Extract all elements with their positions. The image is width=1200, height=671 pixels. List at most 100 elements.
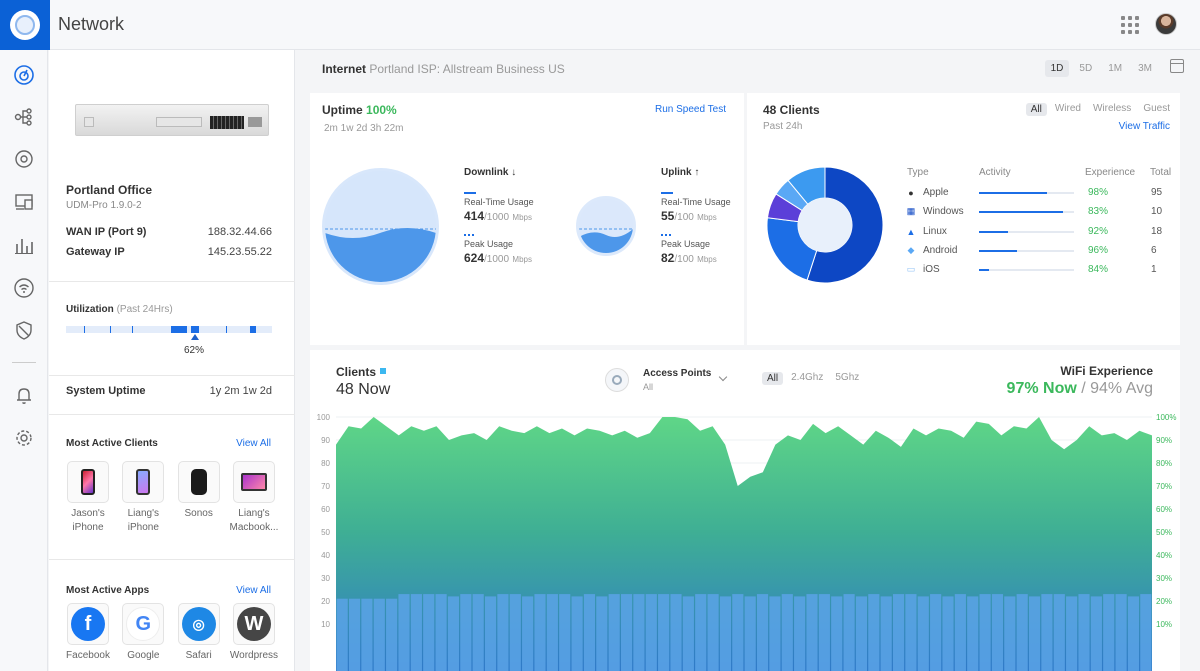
clients-bar[interactable]	[583, 594, 596, 671]
clients-bar[interactable]	[608, 594, 620, 671]
clients-bar[interactable]	[732, 594, 744, 671]
clients-bar[interactable]	[596, 596, 608, 671]
clients-bar[interactable]	[497, 594, 509, 671]
utilization-bar[interactable]	[66, 326, 272, 333]
clients-bar[interactable]	[633, 594, 645, 671]
clients-bar[interactable]	[991, 594, 1004, 671]
unifi-logo-button[interactable]	[0, 0, 50, 50]
clients-bar[interactable]	[868, 594, 880, 671]
clients-bar[interactable]	[954, 594, 966, 671]
client-type-row[interactable]: ▦ Windows 83% 10	[907, 205, 1167, 221]
clients-bar[interactable]	[398, 594, 410, 671]
clients-bar[interactable]	[645, 594, 657, 671]
range-tab-5d[interactable]: 5D	[1079, 63, 1093, 74]
clients-bar[interactable]	[892, 594, 905, 671]
clients-bar[interactable]	[1004, 596, 1016, 671]
clients-bar[interactable]	[1066, 596, 1078, 671]
clients-bar[interactable]	[682, 596, 694, 671]
clients-bar[interactable]	[806, 594, 818, 671]
clients-bar[interactable]	[336, 598, 348, 671]
clients-bar[interactable]	[559, 594, 571, 671]
clients-bar[interactable]	[670, 594, 682, 671]
clients-bar[interactable]	[843, 594, 855, 671]
clients-bar[interactable]	[373, 598, 385, 671]
clients-bar[interactable]	[831, 596, 843, 671]
clients-view-all-link[interactable]: View All	[236, 438, 271, 449]
clients-bar[interactable]	[794, 596, 806, 671]
range-tab-3m[interactable]: 3M	[1138, 63, 1152, 74]
clients-bar[interactable]	[386, 598, 398, 671]
dashboard-icon[interactable]	[13, 64, 35, 86]
clients-bar[interactable]	[423, 594, 435, 671]
client-tile[interactable]: Jason's iPhone	[66, 461, 110, 534]
tab-wireless[interactable]: Wireless	[1092, 103, 1132, 114]
client-tile[interactable]: Liang's iPhone	[121, 461, 165, 534]
clients-bar[interactable]	[1115, 594, 1127, 671]
clients-bar[interactable]	[620, 594, 633, 671]
clients-bar[interactable]	[855, 596, 868, 671]
view-traffic-link[interactable]: View Traffic	[1118, 121, 1170, 132]
clients-bar[interactable]	[435, 594, 447, 671]
clients-bar[interactable]	[930, 594, 942, 671]
tab-guest[interactable]: Guest	[1143, 103, 1170, 114]
apps-view-all-link[interactable]: View All	[236, 585, 271, 596]
clients-bar[interactable]	[905, 594, 917, 671]
clients-bar[interactable]	[769, 596, 781, 671]
clients-bar[interactable]	[1053, 594, 1065, 671]
clients-bar[interactable]	[707, 594, 719, 671]
clients-bar[interactable]	[880, 596, 892, 671]
run-speed-test-link[interactable]: Run Speed Test	[655, 104, 726, 115]
client-tile[interactable]: Sonos	[177, 461, 221, 534]
clients-bar[interactable]	[979, 594, 991, 671]
band-tab-all[interactable]: All	[762, 372, 784, 385]
security-shield-icon[interactable]	[13, 319, 35, 341]
band-tab-5ghz[interactable]: 5Ghz	[835, 372, 860, 383]
clients-bar[interactable]	[571, 596, 583, 671]
tab-wired[interactable]: Wired	[1054, 103, 1081, 114]
devices-icon[interactable]	[13, 148, 35, 170]
calendar-icon[interactable]	[1170, 59, 1184, 73]
clients-bar[interactable]	[658, 594, 670, 671]
access-points-label[interactable]: Access Points	[643, 368, 712, 379]
clients-bar[interactable]	[447, 596, 460, 671]
clients-bar[interactable]	[744, 596, 756, 671]
app-tile[interactable]: G Google	[121, 603, 165, 663]
clients-bar[interactable]	[546, 594, 558, 671]
clients-bar[interactable]	[522, 596, 534, 671]
clients-bar[interactable]	[460, 594, 472, 671]
user-avatar[interactable]	[1155, 13, 1177, 35]
client-type-row[interactable]: ▭ iOS 84% 1	[907, 263, 1167, 279]
clients-bar[interactable]	[719, 596, 732, 671]
clients-icon[interactable]	[13, 191, 35, 213]
donut-slice[interactable]	[806, 166, 884, 284]
client-type-row[interactable]: ◆ Android 96% 6	[907, 244, 1167, 260]
clients-bar[interactable]	[484, 596, 497, 671]
client-type-row[interactable]: ● Apple 98% 95	[907, 186, 1167, 202]
client-types-donut-chart[interactable]	[765, 165, 885, 285]
clients-bar[interactable]	[1103, 594, 1115, 671]
clients-bar[interactable]	[348, 598, 361, 671]
clients-bar[interactable]	[1090, 596, 1102, 671]
clients-bar[interactable]	[361, 598, 373, 671]
wifi-experience-chart[interactable]: 100 100% 90 90% 80 80% 70 70% 60 60% 50 50% 40 40% 30 3…	[310, 410, 1180, 671]
clients-bar[interactable]	[472, 594, 484, 671]
clients-bar[interactable]	[534, 594, 546, 671]
clients-bar[interactable]	[818, 594, 830, 671]
wifi-icon[interactable]	[13, 277, 35, 299]
clients-bar[interactable]	[695, 594, 707, 671]
clients-bar[interactable]	[781, 594, 793, 671]
clients-bar[interactable]	[1028, 596, 1041, 671]
access-point-icon[interactable]	[605, 368, 629, 392]
statistics-icon[interactable]	[13, 234, 35, 256]
clients-bar[interactable]	[410, 594, 422, 671]
settings-gear-icon[interactable]	[13, 427, 35, 449]
clients-bar[interactable]	[509, 594, 521, 671]
client-tile[interactable]: Liang's Macbook...	[230, 461, 278, 534]
client-type-row[interactable]: ▲ Linux 92% 18	[907, 225, 1167, 241]
app-tile[interactable]: ◎ Safari	[177, 603, 221, 663]
clients-bar[interactable]	[917, 596, 929, 671]
clients-bar[interactable]	[1016, 594, 1028, 671]
range-tab-1m[interactable]: 1M	[1108, 63, 1123, 74]
clients-bar[interactable]	[1140, 594, 1152, 671]
clients-bar[interactable]	[967, 596, 979, 671]
